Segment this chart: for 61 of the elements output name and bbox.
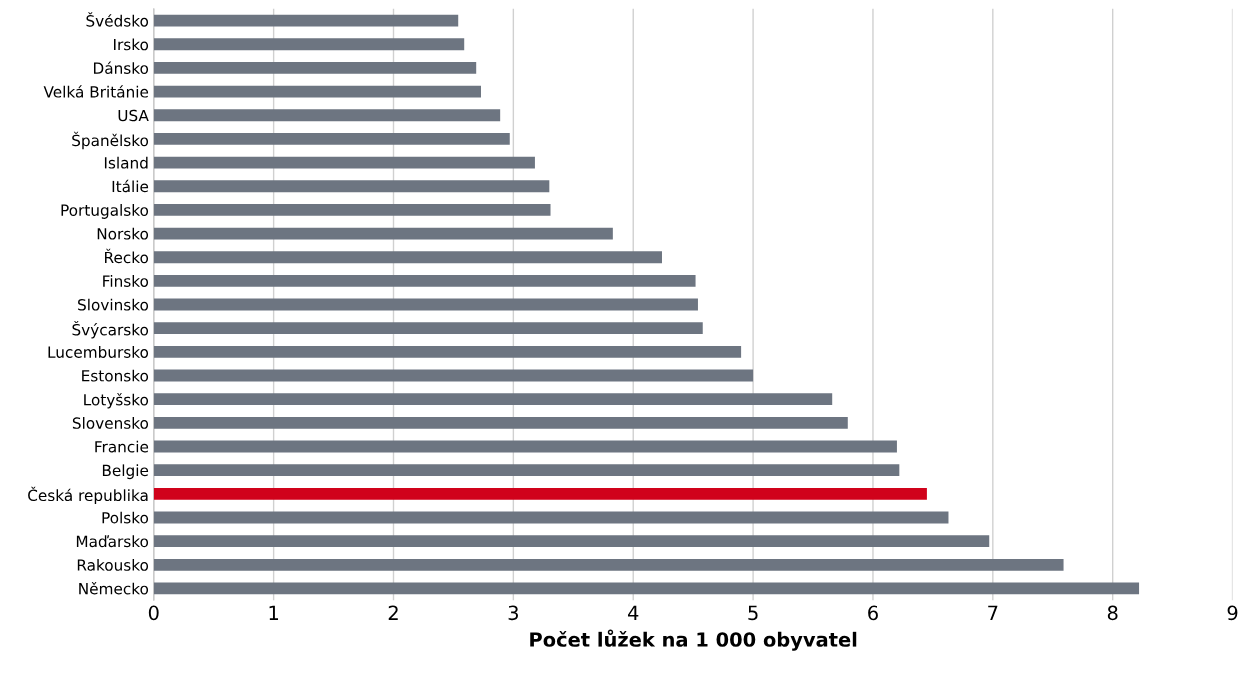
y-tick-label: Itálie (112, 179, 149, 193)
bar (153, 558, 1064, 571)
bar (153, 487, 927, 500)
bar (153, 133, 510, 145)
y-tick-label: Slovensko (72, 417, 149, 429)
y-tick-label: Irsko (114, 38, 149, 51)
x-tick-label: 6 (868, 605, 878, 621)
y-tick-label: Česká republika (28, 486, 148, 505)
y-tick-label: Belgie (102, 464, 149, 480)
y-tick-label: Estonsko (82, 369, 149, 382)
y-tick-label: Finsko (103, 275, 149, 287)
y-tick-label: Německo (79, 582, 149, 595)
x-tick-label: 8 (1107, 605, 1118, 621)
y-tick-label: Švýcarsko (72, 321, 149, 339)
bar (153, 85, 481, 98)
bar (153, 14, 459, 27)
x-tick-label: 3 (508, 605, 518, 621)
y-tick-label: Řecko (105, 248, 149, 264)
y-tick-label: Maďarsko (76, 535, 149, 548)
bar (153, 322, 703, 335)
bar (153, 440, 897, 453)
bar (153, 393, 833, 406)
bar (153, 274, 696, 287)
y-tick-label: Dánsko (93, 61, 149, 74)
y-tick-label: USA (118, 109, 149, 122)
bar (153, 38, 465, 51)
x-tick-label: 7 (988, 605, 998, 620)
bar (153, 298, 698, 311)
y-tick-label: Lotyšsko (84, 393, 149, 409)
bar (153, 109, 501, 122)
y-tick-label: Francie (95, 440, 149, 453)
x-tick-label: 4 (627, 605, 639, 620)
bar (153, 180, 550, 193)
bar (153, 582, 1140, 595)
y-tick-label: Island (104, 156, 148, 169)
bar (153, 156, 535, 169)
bar (153, 511, 949, 524)
bar (153, 535, 990, 548)
y-tick-label: Polsko (102, 511, 149, 524)
x-tick-label: 2 (388, 605, 398, 620)
bar (153, 345, 742, 358)
bar (153, 227, 613, 240)
x-tick-label: 1 (269, 605, 279, 620)
bar (153, 251, 662, 264)
bar (153, 416, 848, 429)
y-tick-label: Norsko (97, 227, 149, 240)
bar (153, 203, 551, 216)
y-tick-label: Slovinsko (78, 298, 149, 311)
y-tick-label: Portugalsko (61, 204, 149, 219)
x-tick-label: 5 (748, 605, 758, 621)
bar (153, 62, 477, 74)
x-tick-label: 9 (1227, 605, 1238, 621)
bar (153, 464, 900, 477)
bar (153, 369, 754, 382)
y-tick-label: Španělsko (72, 131, 149, 150)
y-tick-label: Rakousko (77, 558, 149, 571)
y-tick-label: Lucembursko (48, 346, 149, 358)
y-tick-label: Švédsko (86, 12, 149, 27)
x-axis-title: Počet lůžek na 1 000 obyvatel (530, 629, 857, 651)
y-tick-label: Velká Británie (43, 85, 149, 98)
x-tick-label: 0 (148, 605, 159, 621)
